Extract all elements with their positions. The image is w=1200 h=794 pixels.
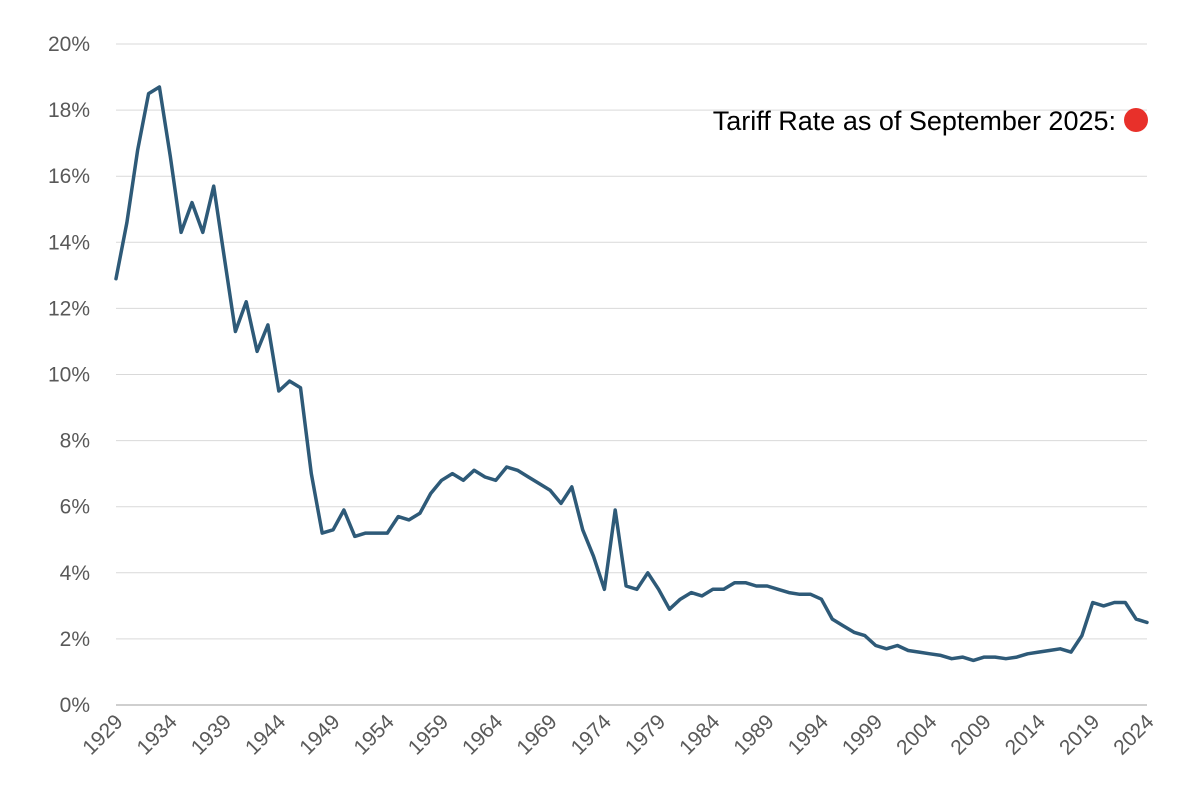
x-tick-label: 1944 [241,710,291,760]
x-tick-label: 1929 [78,710,127,759]
series-line [114,85,1149,663]
annotation-label: Tariff Rate as of September 2025: [713,106,1116,136]
x-axis-ticks: 1929 1934 1939 1944 1949 1954 1959 1964 1969 1974… [78,710,1159,760]
x-tick-label: 2024 [1109,710,1159,760]
y-tick-label: 0% [60,694,90,717]
x-tick-label: 2009 [946,710,995,759]
y-tick-label: 6% [60,496,90,519]
gridlines [116,43,1147,706]
x-tick-label: 1969 [512,710,561,759]
annotation-marker [1124,108,1148,133]
x-tick-label: 1959 [404,710,453,759]
x-tick-label: 1974 [567,710,617,760]
y-tick-label: 10% [48,364,90,387]
series-group [114,85,1149,663]
x-tick-label: 1994 [784,710,834,760]
y-tick-label: 12% [48,297,90,320]
x-tick-label: 1964 [458,710,508,760]
y-tick-label: 18% [48,99,90,122]
y-axis-ticks: 0% 2% 4% 6% 8% 10% 12% 14% 16% 18% 20% [48,33,90,717]
y-tick-label: 4% [60,562,90,585]
x-tick-label: 1984 [675,710,725,760]
x-tick-label: 2014 [1001,710,1051,760]
x-tick-label: 1949 [295,710,344,759]
y-tick-label: 2% [60,628,90,651]
y-tick-label: 8% [60,430,90,453]
annotation-group: Tariff Rate as of September 2025: [713,106,1148,136]
x-tick-label: 1934 [133,710,183,760]
y-tick-label: 16% [48,165,90,188]
y-tick-label: 20% [48,33,90,56]
x-tick-label: 1989 [729,710,778,759]
x-tick-label: 2019 [1055,710,1104,759]
x-tick-label: 1979 [621,710,670,759]
y-tick-label: 14% [48,231,90,254]
x-tick-label: 2004 [892,710,942,760]
x-tick-label: 1954 [350,710,400,760]
x-tick-label: 1939 [187,710,236,759]
x-tick-label: 1999 [838,710,887,759]
